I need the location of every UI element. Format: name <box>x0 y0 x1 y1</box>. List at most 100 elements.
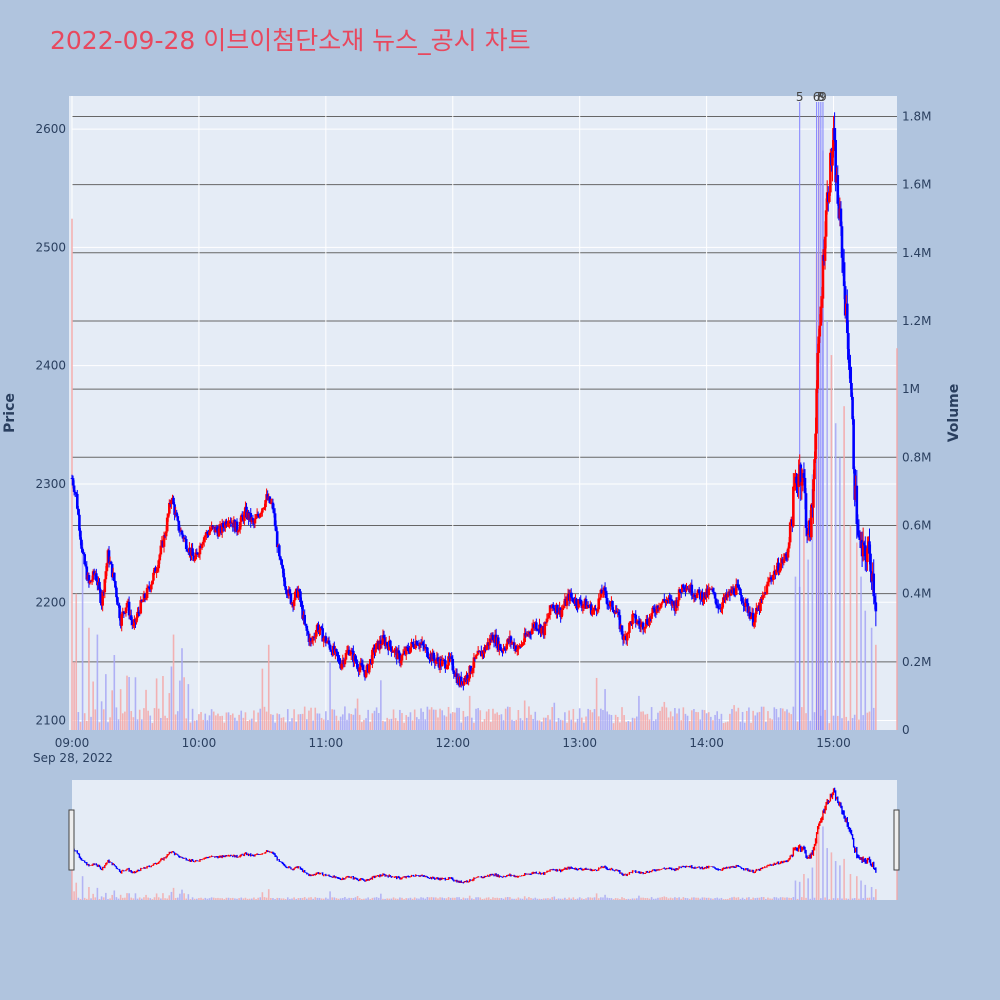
candle-body <box>177 520 181 531</box>
range-slider-volume-bar <box>141 898 143 900</box>
range-slider-volume-bar <box>193 898 196 900</box>
range-slider-volume-bar <box>274 899 276 900</box>
range-slider-volume-bar <box>545 898 547 900</box>
volume-bar <box>392 709 395 730</box>
range-slider-volume-bar <box>858 898 860 900</box>
volume-bar <box>208 715 211 730</box>
range-slider-volume-bar <box>733 896 735 900</box>
range-slider-volume-bar <box>756 897 759 900</box>
volume-bar <box>100 701 103 730</box>
time-tick-label: 09:00 <box>55 736 90 750</box>
candle-body <box>834 139 837 183</box>
candle-body <box>665 599 668 603</box>
range-slider[interactable] <box>68 780 900 900</box>
volume-bar <box>221 715 223 730</box>
volume-bar <box>564 712 566 730</box>
range-slider-volume-bar <box>312 898 314 900</box>
range-slider-volume-bar <box>760 897 763 900</box>
candle-body <box>848 359 851 370</box>
volume-bar <box>631 717 634 730</box>
volume-bar <box>746 710 748 730</box>
volume-bar <box>805 713 807 730</box>
volume-bar <box>187 684 190 730</box>
volume-bar <box>329 661 331 730</box>
candle-body <box>105 563 109 572</box>
candle-body <box>159 545 163 555</box>
range-slider-volume-bar <box>828 899 831 900</box>
volume-bar <box>346 719 348 730</box>
time-tick-label: 13:00 <box>562 736 597 750</box>
range-slider-volume-bar <box>369 898 372 900</box>
volume-bar <box>519 718 522 730</box>
candle-body <box>396 650 400 660</box>
candle-body <box>831 150 834 166</box>
candle-body <box>693 594 697 597</box>
candle-body <box>157 560 161 569</box>
range-slider-volume-bar <box>547 898 549 900</box>
candle-body <box>862 542 866 546</box>
volume-bar <box>339 716 342 730</box>
volume-bar <box>124 711 126 730</box>
range-slider-volume-bar <box>390 898 393 900</box>
range-slider-volume-bar <box>130 897 133 900</box>
time-tick-label: 11:00 <box>309 736 344 750</box>
candle-body <box>861 542 865 557</box>
main-plot-area[interactable] <box>69 96 897 730</box>
volume-bar <box>703 710 706 730</box>
volume-bar <box>105 674 107 730</box>
volume-bar <box>456 707 458 730</box>
range-slider-volume-bar <box>325 897 327 900</box>
range-slider-volume-bar <box>684 897 687 900</box>
range-slider-volume-bar <box>458 897 460 900</box>
volume-bar <box>71 218 73 731</box>
range-slider-volume-bar <box>308 897 310 900</box>
candle-body <box>488 638 492 646</box>
volume-bar <box>301 713 304 730</box>
range-slider-volume-bar <box>291 898 293 900</box>
volume-bar <box>274 722 276 730</box>
range-slider-volume-bar <box>242 898 245 900</box>
range-slider-volume-bar <box>293 897 295 900</box>
range-slider-volume-bar <box>189 899 192 900</box>
volume-bar <box>896 348 898 730</box>
volume-bar <box>595 677 598 730</box>
range-slider-volume-bar <box>134 893 137 900</box>
time-tick-label: 14:00 <box>689 736 724 750</box>
range-slider-volume-bar <box>386 898 388 900</box>
volume-bar <box>424 719 427 730</box>
range-slider-volume-bar <box>820 898 822 900</box>
volume-bar <box>295 721 298 730</box>
volume-bar <box>306 719 308 730</box>
range-slider-volume-bar <box>585 898 587 900</box>
range-slider-volume-bar <box>826 848 828 900</box>
range-slider-volume-bar <box>703 897 706 900</box>
range-slider-volume-bar <box>762 897 765 900</box>
volume-bar <box>781 708 784 730</box>
volume-bar <box>375 707 378 730</box>
volume-bar <box>179 680 181 730</box>
candle-body <box>127 601 131 616</box>
candle-body <box>721 602 724 609</box>
volume-bar <box>559 719 562 730</box>
candle-body <box>115 587 118 598</box>
range-slider-volume-bar <box>875 889 877 900</box>
volume-bar <box>627 721 630 730</box>
candle-body <box>529 633 533 635</box>
candle-body <box>466 674 469 681</box>
time-axis: 09:00 10:00 11:00 12:00 13:00 14:00 15:00 <box>55 736 851 750</box>
range-slider-volume-bar <box>809 898 812 900</box>
range-slider-volume-bar <box>138 897 141 900</box>
range-slider-volume-bar <box>394 898 397 900</box>
range-slider-volume-bar <box>500 897 503 900</box>
volume-bar <box>688 720 691 730</box>
range-slider-right-handle[interactable] <box>893 809 900 871</box>
volume-bar <box>506 706 509 730</box>
volume-tick-label: 1.6M <box>902 178 931 192</box>
volume-bar <box>602 710 604 730</box>
range-slider-volume-bar <box>246 898 249 900</box>
volume-bar <box>181 648 183 730</box>
candle-body <box>151 580 154 585</box>
volume-bar <box>352 714 355 730</box>
volume-bar <box>88 627 90 730</box>
range-slider-left-handle[interactable] <box>68 809 75 871</box>
